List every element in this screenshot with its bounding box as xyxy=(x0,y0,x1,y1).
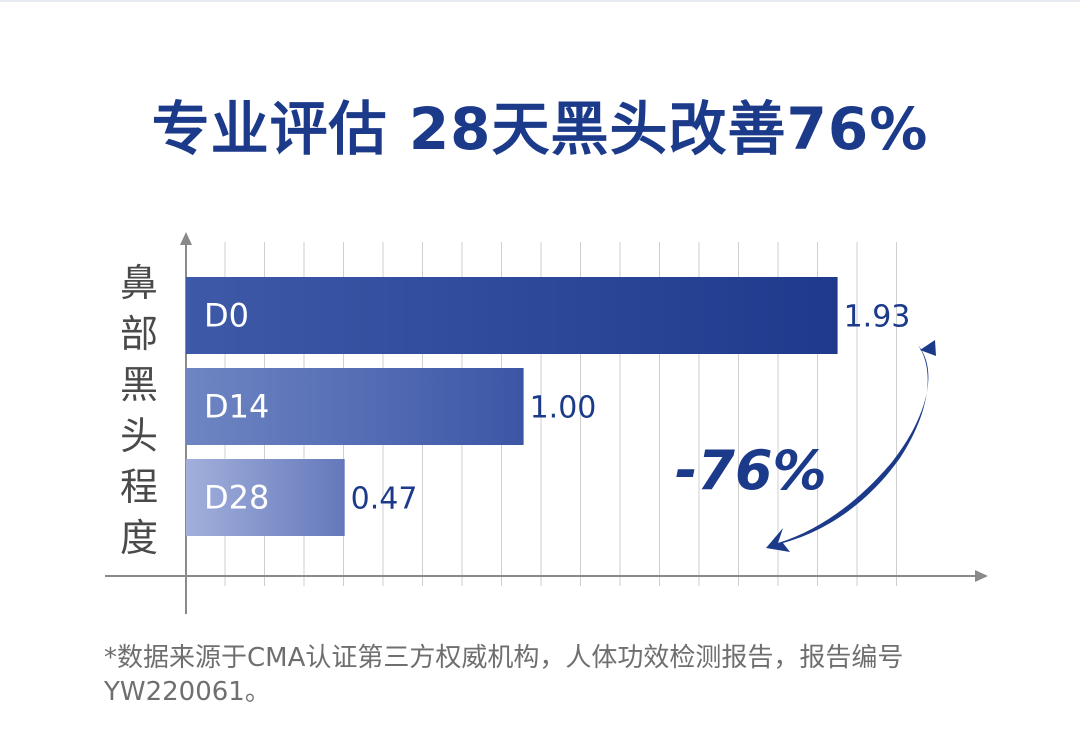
value-label-d14: 1.00 xyxy=(530,391,597,426)
x-axis-arrow xyxy=(975,570,988,582)
y-axis-arrow xyxy=(180,232,192,245)
category-label-d14: D14 xyxy=(204,388,269,426)
labels: D0 1.93 D14 1.00 D28 0.47 xyxy=(204,297,910,517)
category-label-d0: D0 xyxy=(204,297,249,335)
value-label-d28: 0.47 xyxy=(351,482,418,517)
value-label-d0: 1.93 xyxy=(844,300,911,335)
bar-d28 xyxy=(186,459,345,536)
bar-d14 xyxy=(186,368,524,445)
curved-arrow-icon xyxy=(766,345,929,552)
y-axis-label: 鼻部黑头程度 xyxy=(119,261,158,560)
page-title: 专业评估 28天黑头改善76% xyxy=(151,95,929,163)
arrow-tail-icon xyxy=(920,340,936,356)
footnote: *数据来源于CMA认证第三方权威机构，人体功效检测报告，报告编号YW220061… xyxy=(104,643,904,707)
bars xyxy=(186,277,838,536)
annotation: -76% xyxy=(675,340,936,552)
top-divider xyxy=(0,0,1080,2)
category-label-d28: D28 xyxy=(204,479,269,517)
bar-d0 xyxy=(186,277,838,354)
reduction-annotation: -76% xyxy=(675,439,827,502)
